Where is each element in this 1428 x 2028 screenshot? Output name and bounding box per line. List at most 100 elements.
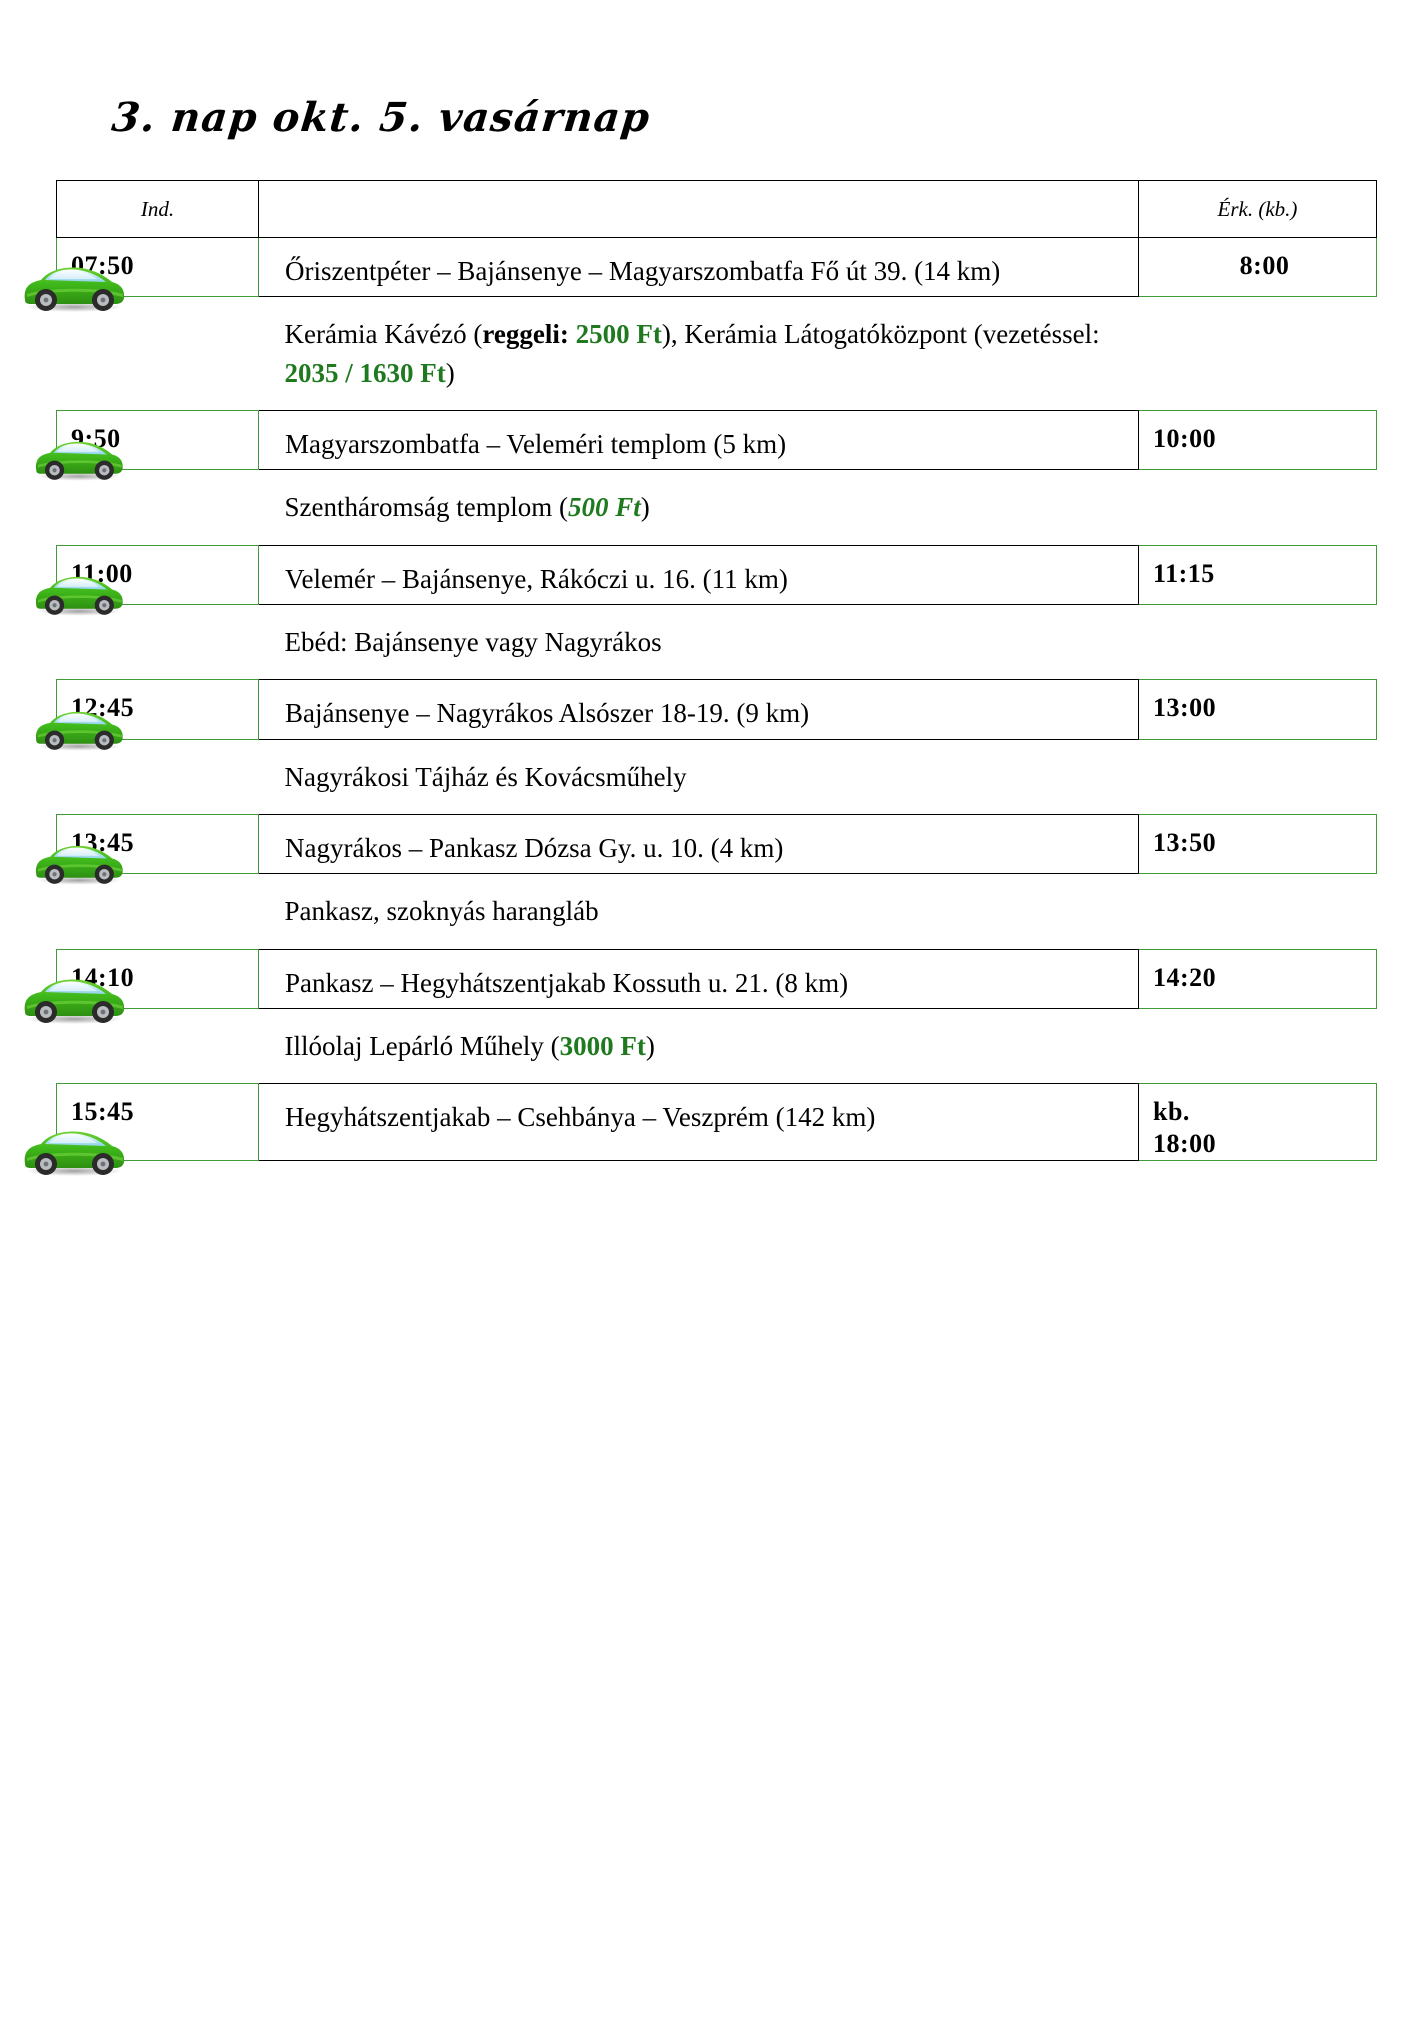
arrival-time-line: kb. — [1153, 1097, 1190, 1127]
arrival-time: kb. 18:00 — [1153, 1096, 1376, 1159]
header-departure: Ind. — [56, 180, 259, 238]
arrival-cell: 13:00 — [1138, 679, 1377, 740]
table-row: 07:50 Őriszentpéter – Bajánsenye – Magyar… — [24, 236, 1377, 313]
departure-time: 07:50 — [71, 251, 135, 280]
arrival-time: 13:00 — [1153, 692, 1376, 724]
departure-time: 14:10 — [71, 962, 135, 992]
departure-time: 11:00 — [71, 558, 133, 588]
departure-time: 15:45 — [71, 1097, 135, 1127]
note-cell: Pankasz, szoknyás harangláb — [259, 874, 1139, 949]
arrival-cell: 14:20 — [1138, 948, 1377, 1009]
route-cell: Őriszentpéter – Bajánsenye – Magyarszomb… — [258, 236, 1139, 298]
note-spacer-left — [57, 470, 259, 545]
note-text: Ebéd: Bajánsenye vagy Nagyrákos — [284, 626, 662, 657]
arrival-cell: 10:00 — [1138, 409, 1377, 471]
departure-cell: 11:00 — [35, 544, 259, 616]
table-row: 9:50 Magyarszombatfa – Veleméri templom (… — [35, 409, 1377, 482]
note-text: ) — [445, 357, 455, 388]
route-cell: Nagyrákos – Pankasz Dózsa Gy. u. 10. (4 … — [258, 813, 1139, 875]
departure-cell: 13:45 — [35, 813, 259, 885]
note-cell: Szentháromság templom (500 Ft) — [259, 470, 1139, 545]
page-title: 3. nap okt. 5. vasárnap — [109, 94, 653, 141]
departure-time: 9:50 — [71, 423, 121, 453]
price-value: 500 Ft — [567, 492, 641, 523]
route-text: Hegyhátszentjakab – Csehbánya – Veszprém… — [285, 1102, 876, 1133]
arrival-time-line: 10:00 — [1153, 423, 1217, 453]
note-row: Ebéd: Bajánsenye vagy Nagyrákos — [57, 604, 1377, 679]
departure-cell: 07:50 — [24, 236, 259, 313]
note-text: ), Kerámia Látogatóközpont (vezetéssel: — [661, 319, 1100, 350]
table-row: 14:10 Pankasz – Hegyhátszentjakab Kossuth… — [24, 948, 1377, 1024]
note-spacer-right — [1139, 604, 1377, 679]
header-middle — [258, 180, 1139, 238]
note-text: Szentháromság templom ( — [284, 492, 568, 523]
itinerary-table: Ind. Érk. (kb.) 07:50 Őriszentpéter – Baj… — [24, 180, 1377, 1176]
car-icon — [24, 1131, 125, 1176]
table-row: 12:45 Bajánsenye – Nagyrákos Alsószer 18-… — [35, 679, 1377, 751]
route-text: Pankasz – Hegyhátszentjakab Kossuth u. 2… — [285, 967, 849, 998]
note-spacer-left — [57, 297, 259, 411]
route-text: Nagyrákos – Pankasz Dózsa Gy. u. 10. (4 … — [285, 832, 784, 863]
route-cell: Velemér – Bajánsenye, Rákóczi u. 16. (11… — [258, 544, 1139, 605]
price-value: 3000 Ft — [559, 1030, 646, 1061]
note-cell: Kerámia Kávézó (reggeli: 2500 Ft), Kerám… — [259, 297, 1139, 411]
arrival-cell: 13:50 — [1138, 813, 1377, 875]
arrival-time: 8:00 — [1153, 250, 1376, 282]
note-cell: Nagyrákosi Tájház és Kovácsműhely — [259, 739, 1139, 814]
route-cell: Pankasz – Hegyhátszentjakab Kossuth u. 2… — [258, 948, 1139, 1009]
route-text: Velemér – Bajánsenye, Rákóczi u. 16. (11… — [285, 563, 788, 594]
table-row: 11:00 Velemér – Bajánsenye, Rákóczi u. 16… — [35, 544, 1377, 616]
arrival-cell: 11:15 — [1138, 544, 1377, 605]
note-spacer-left — [57, 604, 259, 679]
price-value: 2035 / 1630 Ft — [284, 357, 446, 388]
note-label: reggeli: — [482, 319, 569, 350]
note-row: Illóolaj Lepárló Műhely (3000 Ft) — [57, 1008, 1377, 1083]
note-row: Szentháromság templom (500 Ft) — [57, 470, 1377, 545]
arrival-time-line: 13:50 — [1153, 827, 1217, 857]
note-spacer-left — [57, 1008, 259, 1083]
header-arrival: Érk. (kb.) — [1138, 180, 1377, 238]
note-text: Illóolaj Lepárló Műhely ( — [284, 1030, 560, 1061]
route-text: Magyarszombatfa – Veleméri templom (5 km… — [285, 428, 787, 459]
arrival-time-line: 13:00 — [1153, 693, 1217, 723]
table-row: 13:45 Nagyrákos – Pankasz Dózsa Gy. u. 10… — [35, 813, 1377, 885]
note-cell: Illóolaj Lepárló Műhely (3000 Ft) — [259, 1008, 1139, 1083]
note-spacer-right — [1139, 1008, 1377, 1083]
table-row: 15:45 Hegyhátszentjakab – Csehbánya – Ves… — [24, 1083, 1377, 1176]
route-text: Bajánsenye – Nagyrákos Alsószer 18-19. (… — [285, 698, 810, 729]
note-text — [569, 319, 576, 349]
departure-cell: 14:10 — [24, 948, 259, 1024]
arrival-time: 11:15 — [1153, 558, 1376, 590]
note-row: Pankasz, szoknyás harangláb — [57, 874, 1377, 949]
note-spacer-left — [57, 739, 259, 814]
note-spacer-right — [1139, 874, 1377, 949]
note-spacer-right — [1139, 739, 1377, 814]
table-header-row: Ind. Érk. (kb.) — [56, 180, 1377, 238]
note-spacer-left — [57, 874, 259, 949]
note-cell: Ebéd: Bajánsenye vagy Nagyrákos — [259, 604, 1139, 679]
departure-time: 13:45 — [71, 827, 135, 857]
arrival-cell: kb. 18:00 — [1138, 1083, 1377, 1161]
arrival-time-line: 11:15 — [1153, 558, 1215, 588]
departure-cell: 9:50 — [35, 409, 259, 482]
arrival-cell: 8:00 — [1138, 236, 1377, 298]
itinerary-table-body: Ind. Érk. (kb.) 07:50 Őriszentpéter – Baj… — [24, 180, 1377, 1176]
route-text: Őriszentpéter – Bajánsenye – Magyarszomb… — [285, 256, 1001, 286]
route-cell: Hegyhátszentjakab – Csehbánya – Veszprém… — [258, 1083, 1139, 1161]
price-value: 2500 Ft — [575, 319, 662, 350]
note-spacer-right — [1139, 470, 1377, 545]
note-text: Nagyrákosi Tájház és Kovácsműhely — [284, 761, 687, 792]
arrival-time: 13:50 — [1153, 827, 1376, 859]
arrival-time: 14:20 — [1153, 962, 1376, 994]
note-spacer-right — [1139, 297, 1377, 411]
arrival-time-line: 14:20 — [1153, 962, 1217, 992]
route-cell: Bajánsenye – Nagyrákos Alsószer 18-19. (… — [258, 679, 1139, 740]
departure-cell: 12:45 — [35, 679, 259, 751]
route-cell: Magyarszombatfa – Veleméri templom (5 km… — [258, 409, 1139, 471]
note-row: Kerámia Kávézó (reggeli: 2500 Ft), Kerám… — [57, 297, 1377, 411]
arrival-time-line: 8:00 — [1239, 251, 1290, 280]
departure-time: 12:45 — [71, 693, 135, 723]
note-text: Pankasz, szoknyás harangláb — [284, 896, 599, 927]
departure-cell: 15:45 — [24, 1083, 259, 1176]
